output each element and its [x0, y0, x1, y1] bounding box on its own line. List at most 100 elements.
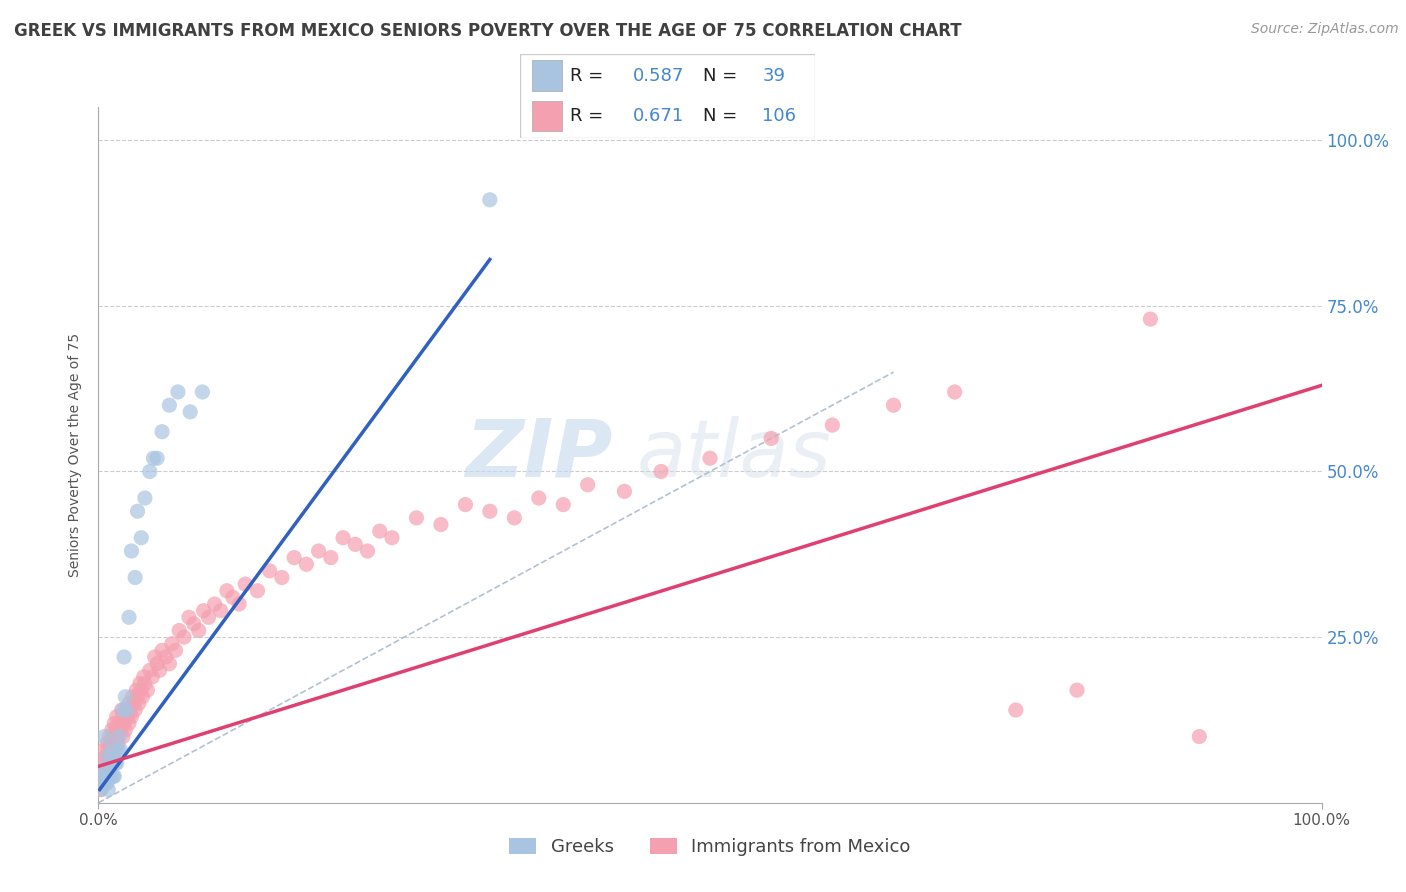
Point [454, 498, 477, 512]
Point [98, 730, 121, 744]
Point [125, 683, 148, 698]
Point [107, 743, 129, 757]
Point [141, 670, 163, 684]
Text: atlas: atlas [637, 416, 831, 494]
Point [100, 769, 122, 783]
Point [295, 558, 318, 572]
Point [111, 730, 134, 744]
Point [821, 418, 844, 433]
Text: N =: N = [703, 107, 744, 125]
Point [165, 643, 187, 657]
Point [114, 723, 136, 737]
Point [405, 511, 427, 525]
Point [1188, 730, 1211, 744]
Point [105, 756, 128, 770]
Point [101, 769, 124, 783]
Point [98, 749, 121, 764]
Point [91, 763, 114, 777]
Point [157, 398, 180, 412]
Text: GREEK VS IMMIGRANTS FROM MEXICO SENIORS POVERTY OVER THE AGE OF 75 CORRELATION C: GREEK VS IMMIGRANTS FROM MEXICO SENIORS … [14, 22, 962, 40]
Point [108, 716, 131, 731]
Point [761, 431, 783, 445]
Point [96, 776, 118, 790]
Y-axis label: Seniors Poverty Over the Age of 75: Seniors Poverty Over the Age of 75 [69, 333, 83, 577]
Text: 0.587: 0.587 [633, 67, 683, 85]
Point [91, 769, 114, 783]
Point [97, 749, 120, 764]
Point [183, 616, 205, 631]
Text: 0.671: 0.671 [633, 107, 683, 125]
Point [121, 690, 143, 704]
Point [98, 769, 121, 783]
Point [356, 544, 378, 558]
Point [204, 597, 226, 611]
Text: 39: 39 [762, 67, 786, 85]
Point [112, 716, 135, 731]
Point [155, 650, 177, 665]
Point [246, 583, 269, 598]
Point [124, 570, 146, 584]
Point [478, 193, 501, 207]
Point [160, 637, 183, 651]
Point [553, 498, 575, 512]
Point [132, 670, 155, 684]
Point [104, 756, 127, 770]
Point [142, 451, 165, 466]
Point [104, 743, 127, 757]
Point [139, 465, 162, 479]
Text: 106: 106 [762, 107, 796, 125]
Point [97, 782, 120, 797]
Point [150, 643, 173, 657]
Point [107, 736, 129, 750]
Point [118, 697, 141, 711]
Point [91, 776, 114, 790]
Point [209, 604, 232, 618]
Point [143, 650, 166, 665]
Point [122, 697, 145, 711]
Point [650, 465, 672, 479]
Point [110, 723, 132, 737]
Point [283, 550, 305, 565]
Point [191, 384, 214, 399]
Point [111, 703, 134, 717]
Point [478, 504, 501, 518]
Point [149, 663, 172, 677]
Point [108, 730, 131, 744]
Point [179, 405, 201, 419]
Point [105, 709, 128, 723]
Point [94, 769, 117, 783]
Legend: Greeks, Immigrants from Mexico: Greeks, Immigrants from Mexico [502, 830, 918, 863]
Point [110, 743, 132, 757]
Point [131, 690, 153, 704]
Point [120, 544, 142, 558]
Point [128, 697, 150, 711]
Point [527, 491, 550, 505]
Point [104, 723, 127, 737]
Point [101, 730, 124, 744]
Point [103, 769, 125, 783]
Point [197, 610, 219, 624]
Point [93, 743, 115, 757]
Point [270, 570, 294, 584]
Point [117, 709, 139, 723]
Point [259, 564, 281, 578]
Point [134, 676, 156, 690]
Point [91, 756, 114, 770]
Point [90, 782, 112, 797]
Point [177, 610, 200, 624]
Point [129, 676, 152, 690]
Point [120, 709, 142, 723]
Point [94, 749, 117, 764]
Point [150, 425, 173, 439]
Point [101, 743, 124, 757]
Point [105, 730, 128, 744]
Point [319, 550, 342, 565]
Point [100, 756, 122, 770]
Point [96, 736, 118, 750]
Point [883, 398, 905, 412]
Point [97, 763, 120, 777]
Point [124, 703, 146, 717]
Text: R =: R = [571, 67, 609, 85]
Point [134, 491, 156, 505]
Point [103, 716, 125, 731]
